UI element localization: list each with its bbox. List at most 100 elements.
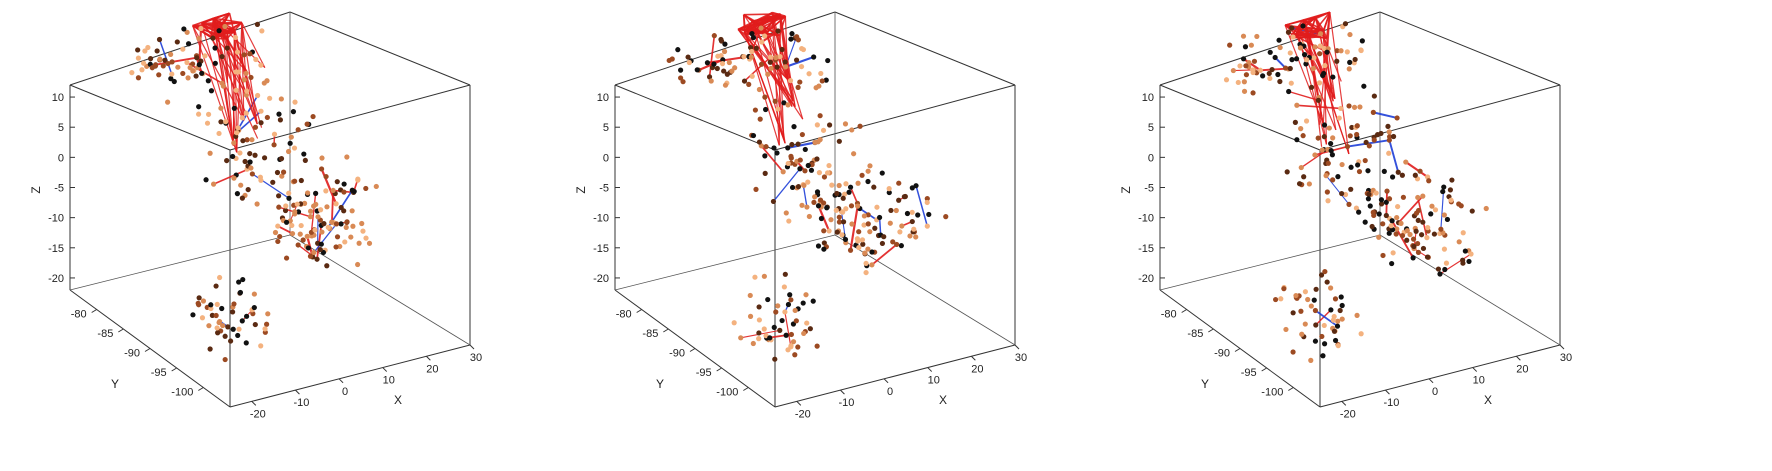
node-point — [826, 228, 832, 234]
node-point — [319, 155, 325, 161]
node-point — [1317, 43, 1323, 49]
negative-edge — [802, 184, 808, 208]
x-tick-mark — [251, 401, 257, 406]
node-point — [799, 131, 805, 138]
node-point — [829, 182, 835, 188]
node-point — [1355, 162, 1361, 168]
y-tick-label: -90 — [669, 348, 685, 360]
node-point — [243, 313, 250, 319]
negative-edge — [785, 55, 815, 68]
node-point — [1420, 193, 1426, 199]
node-point — [129, 70, 135, 76]
node-point — [812, 139, 818, 146]
node-point — [298, 177, 304, 184]
node-point — [199, 70, 205, 76]
node-point — [1370, 209, 1376, 215]
node-point — [863, 269, 869, 276]
node-point — [901, 194, 907, 200]
node-point — [1395, 203, 1401, 210]
node-point — [685, 54, 691, 60]
node-point — [1362, 219, 1368, 225]
node-point — [782, 309, 788, 315]
node-point — [788, 297, 794, 303]
node-point — [1394, 115, 1400, 121]
x-tick-label: -20 — [250, 408, 266, 420]
node-point — [1331, 328, 1338, 334]
node-point — [1460, 257, 1466, 263]
node-point — [160, 63, 166, 69]
node-point — [1282, 65, 1289, 71]
node-point — [278, 156, 285, 162]
hub-edge — [192, 25, 238, 153]
node-point — [1385, 123, 1391, 129]
hub-edge — [213, 17, 242, 24]
node-point — [1443, 260, 1450, 266]
hub-edge — [1322, 12, 1331, 31]
node-point — [806, 213, 812, 220]
node-point — [749, 48, 755, 55]
positive-edge — [1242, 57, 1261, 72]
node-point — [799, 202, 805, 208]
node-point — [1390, 250, 1396, 256]
node-point — [1365, 168, 1371, 174]
node-point — [206, 323, 212, 329]
node-point — [869, 249, 875, 255]
y-tick-mark — [91, 309, 97, 313]
y-tick-label: -100 — [1261, 387, 1283, 399]
node-point — [231, 105, 237, 111]
node-point — [756, 336, 762, 342]
box-edge-top-left — [1159, 84, 1321, 151]
node-point — [241, 52, 247, 58]
node-point — [772, 356, 778, 362]
negative-edge — [1325, 175, 1350, 205]
node-point — [763, 106, 769, 113]
node-point — [817, 113, 823, 119]
node-point — [325, 224, 331, 230]
node-point — [1312, 44, 1318, 50]
node-point — [1399, 172, 1405, 178]
hub-edge — [241, 22, 245, 121]
node-point — [897, 229, 903, 235]
node-point — [211, 181, 217, 187]
node-point — [245, 186, 251, 193]
node-point — [1407, 231, 1413, 238]
node-point — [1284, 169, 1290, 175]
positive-edge — [784, 311, 792, 347]
node-point — [1272, 296, 1279, 303]
node-point — [1313, 322, 1319, 328]
node-point — [748, 54, 754, 60]
node-point — [233, 87, 239, 93]
node-point — [1376, 234, 1382, 240]
node-point — [865, 246, 871, 252]
node-point — [788, 155, 794, 161]
node-point — [219, 305, 225, 312]
node-point — [175, 64, 181, 70]
node-point — [1348, 186, 1354, 192]
chart-panel-3: 1050-5-10-15-20Z-80-85-90-95-100Y-20-100… — [1119, 11, 1572, 420]
node-point — [275, 238, 281, 245]
node-point — [1332, 296, 1339, 302]
node-point — [886, 186, 892, 192]
node-point — [810, 298, 816, 304]
node-point — [779, 46, 785, 53]
node-point — [775, 303, 781, 309]
node-layer — [129, 21, 379, 363]
node-point — [1366, 143, 1372, 149]
node-point — [295, 127, 301, 133]
node-point — [926, 211, 932, 218]
node-point — [1296, 181, 1303, 187]
node-point — [1294, 137, 1300, 143]
node-point — [168, 51, 174, 57]
hub-edge — [1297, 16, 1316, 33]
node-point — [747, 313, 754, 319]
node-point — [1287, 65, 1293, 72]
z-tick-label: -15 — [1138, 243, 1154, 255]
node-point — [821, 246, 827, 252]
hub-edge — [192, 21, 242, 27]
node-point — [1294, 102, 1300, 108]
node-point — [1267, 49, 1273, 55]
node-point — [1389, 260, 1395, 267]
node-point — [1339, 190, 1345, 197]
x-axis-title: X — [939, 393, 947, 407]
z-tick-label: -5 — [1144, 183, 1154, 195]
